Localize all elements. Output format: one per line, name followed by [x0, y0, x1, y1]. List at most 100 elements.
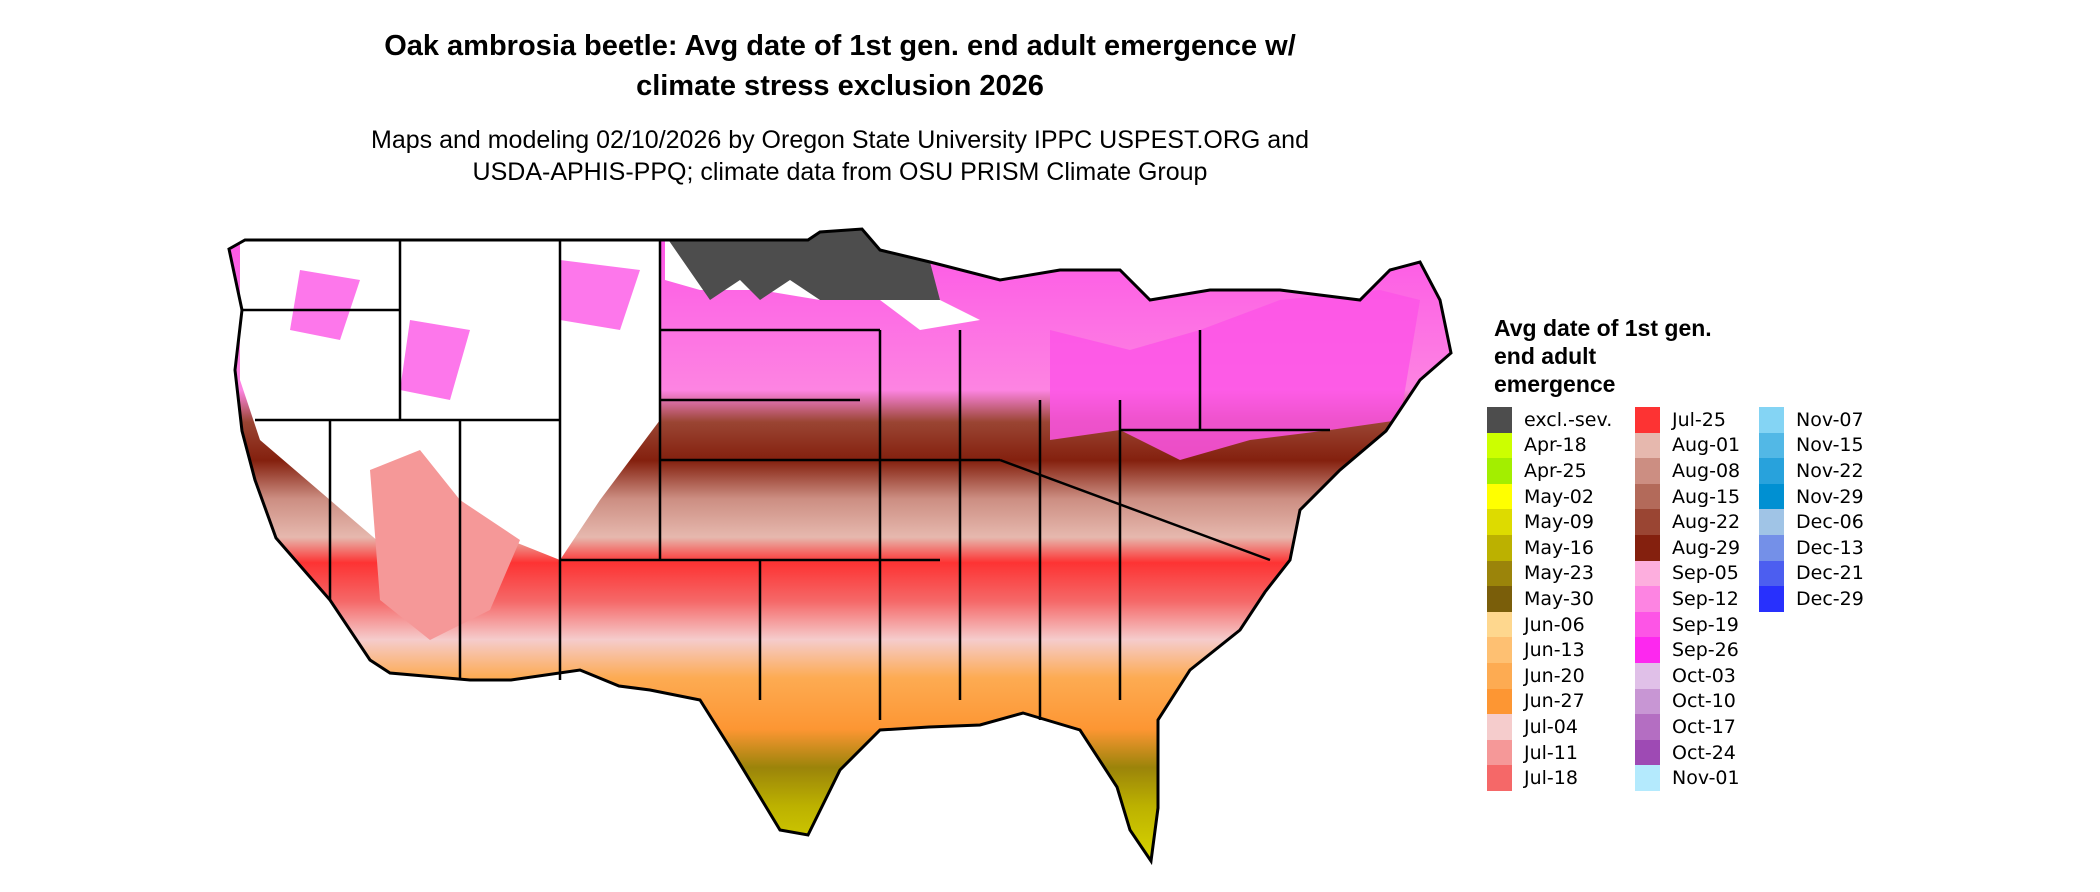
legend-swatch — [1487, 586, 1512, 612]
legend-label: Jun-06 — [1524, 613, 1585, 636]
legend-item: Aug-08 — [1635, 458, 1740, 484]
legend-item: Dec-06 — [1759, 509, 1864, 535]
legend-swatch — [1759, 483, 1784, 510]
legend-label: Aug-08 — [1672, 459, 1741, 482]
legend-swatch — [1487, 662, 1512, 689]
legend-swatch — [1635, 407, 1660, 433]
legend-item: Sep-26 — [1635, 637, 1740, 663]
legend-swatch — [1487, 688, 1512, 715]
legend-swatch — [1487, 483, 1512, 510]
map-fill — [229, 229, 1451, 861]
excluded-region — [665, 229, 940, 300]
legend-label: Jun-20 — [1524, 664, 1585, 687]
legend-column: excl.-sev. Apr-18 Apr-25 May-02 May-09 May-16… — [1487, 407, 1612, 791]
legend-label: May-02 — [1524, 485, 1594, 508]
legend-swatch — [1487, 714, 1512, 740]
map-subtitle-line-2: USDA-APHIS-PPQ; climate data from OSU PR… — [472, 158, 1208, 186]
legend-item: May-23 — [1487, 560, 1612, 587]
legend-label: Oct-10 — [1672, 690, 1736, 713]
legend-label: Jul-25 — [1672, 408, 1726, 431]
western-emergence-patches — [290, 260, 640, 400]
legend-item: Sep-19 — [1635, 611, 1740, 638]
map-title-line-2: climate stress exclusion 2026 — [636, 70, 1044, 102]
legend-swatch — [1759, 586, 1784, 612]
legend-item: Aug-01 — [1635, 432, 1740, 459]
legend-swatch — [1759, 407, 1784, 433]
legend-swatch — [1635, 586, 1660, 612]
legend-swatch — [1635, 688, 1660, 715]
legend-item: May-16 — [1487, 534, 1612, 561]
legend-label: Aug-22 — [1672, 511, 1741, 534]
legend-label: Jul-11 — [1524, 741, 1578, 764]
legend-column: Jul-25 Aug-01 Aug-08 Aug-15 Aug-22 Aug-29 Sep-… — [1635, 407, 1740, 791]
legend-swatch — [1759, 432, 1784, 459]
legend-item: Jul-25 — [1635, 407, 1740, 433]
legend-item: Oct-24 — [1635, 739, 1740, 766]
legend-item: Jun-27 — [1487, 688, 1612, 715]
legend-swatch — [1635, 637, 1660, 663]
legend-swatch — [1487, 458, 1512, 484]
legend-swatch — [1635, 739, 1660, 766]
legend-swatch — [1487, 739, 1512, 766]
legend-swatch — [1635, 560, 1660, 587]
legend-swatch — [1487, 765, 1512, 791]
legend-label: Dec-29 — [1796, 587, 1864, 610]
legend-item: Jul-18 — [1487, 765, 1612, 791]
legend-item: Jun-20 — [1487, 662, 1612, 689]
legend-swatch — [1487, 432, 1512, 459]
legend-item: Aug-29 — [1635, 534, 1741, 561]
legend-item: Jun-06 — [1487, 611, 1612, 638]
legend-swatch — [1487, 534, 1512, 561]
legend-label: Jul-18 — [1524, 767, 1578, 790]
legend-item: Oct-10 — [1635, 688, 1740, 715]
map-subtitle-line-1: Maps and modeling 02/10/2026 by Oregon S… — [371, 126, 1309, 154]
legend-label: Apr-18 — [1524, 434, 1587, 457]
legend-label: May-09 — [1524, 511, 1594, 534]
legend-item: Aug-22 — [1635, 509, 1740, 535]
legend-label: Nov-29 — [1796, 485, 1864, 508]
legend-item: Jun-13 — [1487, 637, 1612, 663]
legend-column: Nov-07 Nov-15 Nov-22 Nov-29 Dec-06 Dec-13 Dec-… — [1759, 407, 1864, 612]
legend-item: Dec-21 — [1759, 560, 1864, 587]
legend-item: Nov-15 — [1759, 432, 1864, 459]
legend-item: Nov-29 — [1759, 483, 1864, 510]
legend-swatch — [1487, 407, 1512, 433]
legend-item: Nov-07 — [1759, 407, 1864, 433]
legend-item: excl.-sev. — [1487, 407, 1612, 433]
legend-label: Sep-19 — [1672, 613, 1739, 636]
northeast-region — [1050, 290, 1420, 460]
legend-item: May-02 — [1487, 483, 1612, 510]
legend-swatch — [1487, 611, 1512, 638]
legend-swatch — [1635, 483, 1660, 510]
legend-label: Aug-29 — [1672, 536, 1741, 559]
legend-swatch — [1635, 509, 1660, 535]
legend-swatch — [1635, 662, 1660, 689]
legend-label: Sep-26 — [1672, 639, 1739, 662]
legend-title: Avg date of 1st gen. end adult emergence — [1494, 315, 1712, 397]
legend-label: Oct-24 — [1672, 741, 1736, 764]
legend-swatch — [1635, 432, 1660, 459]
legend-item: Apr-18 — [1487, 432, 1612, 459]
legend-item: May-30 — [1487, 586, 1612, 612]
legend-label: Nov-15 — [1796, 434, 1864, 457]
legend-label: Nov-07 — [1796, 408, 1864, 431]
legend-item: Jul-04 — [1487, 714, 1612, 740]
legend-swatch — [1635, 534, 1660, 561]
legend-item: Oct-03 — [1635, 662, 1740, 689]
legend-item: Dec-13 — [1759, 534, 1864, 561]
legend-item: Jul-11 — [1487, 739, 1612, 766]
legend-swatch — [1759, 458, 1784, 484]
legend-label: Sep-12 — [1672, 587, 1739, 610]
legend-item: Nov-01 — [1635, 765, 1740, 791]
legend-label: Oct-17 — [1672, 715, 1736, 738]
legend-swatch — [1759, 560, 1784, 587]
southwest-region — [370, 450, 520, 640]
legend-item: Aug-15 — [1635, 483, 1741, 510]
legend-label: Jun-13 — [1524, 639, 1585, 662]
legend-label: Dec-21 — [1796, 562, 1864, 585]
legend-label: May-23 — [1524, 562, 1594, 585]
legend-label: Dec-13 — [1796, 536, 1864, 559]
legend-item: Sep-05 — [1635, 560, 1740, 587]
legend-label: Aug-15 — [1672, 485, 1741, 508]
legend-label: Nov-01 — [1672, 767, 1740, 790]
